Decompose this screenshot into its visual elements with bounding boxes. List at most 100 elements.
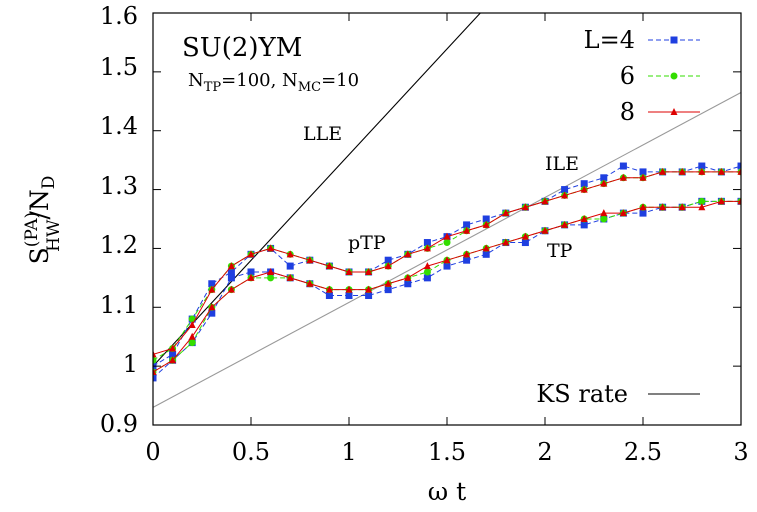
y-tick-labels: 0.9 1 1.1 1.2 1.3 1.4 1.5 1.6 — [100, 2, 138, 438]
data-point — [365, 267, 373, 275]
tick-marks — [152, 12, 742, 426]
subtitle-ntp-val: =100, N — [221, 70, 298, 91]
data-point — [286, 262, 294, 270]
x-axis-title: ω t — [428, 477, 466, 506]
data-point — [521, 232, 529, 240]
data-point — [404, 250, 412, 258]
data-point — [267, 267, 275, 275]
data-point — [227, 268, 235, 276]
data-point — [286, 273, 294, 281]
legend-label-l6: 6 — [620, 62, 635, 90]
data-point — [463, 221, 471, 229]
data-point — [443, 262, 451, 270]
data-point — [208, 280, 216, 288]
data-point — [423, 244, 431, 252]
data-point — [717, 167, 725, 175]
data-point — [619, 173, 627, 181]
y-axis-title-slash: /N — [25, 189, 54, 219]
data-point — [561, 186, 569, 194]
data-point — [325, 292, 333, 300]
subtitle-ntp-sub: TP — [204, 80, 222, 95]
data-point — [541, 226, 549, 234]
data-point — [639, 173, 647, 181]
y-tick-label: 0.9 — [100, 410, 138, 438]
legend: L=4 6 8 KS rate — [536, 26, 700, 408]
chart-title: SU(2)YM — [182, 33, 302, 63]
data-point — [227, 274, 235, 282]
data-point — [153, 356, 157, 364]
series-line — [153, 200, 741, 373]
data-point — [423, 274, 431, 282]
reference-lines — [153, 13, 741, 408]
reference-line-ile — [153, 91, 741, 408]
data-point — [698, 203, 706, 211]
data-point — [188, 339, 196, 347]
data-point — [169, 356, 177, 364]
y-axis-title: S(PA) HW/ND — [22, 176, 64, 265]
data-point — [423, 262, 431, 270]
series-line — [153, 200, 741, 379]
data-point — [717, 197, 725, 205]
data-point — [404, 273, 412, 281]
data-point — [384, 256, 392, 264]
y-axis-title-main: S — [25, 247, 54, 264]
data-point — [345, 285, 353, 293]
series-tp-5 — [153, 197, 741, 376]
y-axis-title-sub: HW — [44, 219, 64, 252]
x-tick-labels: 0 0.5 1 1.5 2 2.5 3 — [145, 438, 748, 466]
annotation-ile: ILE — [545, 153, 579, 175]
x-tick-label: 2.5 — [624, 438, 662, 466]
data-point — [600, 215, 608, 223]
data-point — [659, 167, 667, 175]
x-tick-label: 2 — [537, 438, 552, 466]
y-tick-label: 1.2 — [100, 231, 138, 259]
data-point — [619, 209, 627, 217]
x-tick-label: 1.5 — [428, 438, 466, 466]
data-point — [541, 197, 549, 205]
data-point — [345, 292, 353, 300]
data-point — [227, 285, 235, 293]
data-point — [267, 274, 275, 282]
legend-label-ks: KS rate — [536, 380, 628, 408]
data-point — [169, 350, 177, 358]
data-point — [600, 179, 608, 187]
data-point — [463, 226, 471, 234]
x-tick-label: 1 — [341, 438, 356, 466]
data-point — [463, 250, 471, 258]
y-tick-label: 1.5 — [100, 53, 138, 81]
annotation-tp: TP — [547, 240, 573, 262]
subtitle-nmc-sub: MC — [298, 80, 321, 95]
data-point — [600, 174, 608, 182]
legend-swatches — [648, 36, 700, 395]
data-point — [521, 203, 529, 211]
data-point — [698, 167, 706, 175]
data-point — [737, 197, 741, 205]
y-tick-label: 1.6 — [100, 2, 138, 30]
data-point — [384, 279, 392, 287]
y-axis-title-sup: (PA) — [22, 212, 42, 247]
reference-line-lle — [153, 13, 481, 367]
data-point — [502, 209, 510, 217]
data-point — [153, 350, 157, 358]
data-point — [580, 180, 588, 188]
y-axis-title-sub2: D — [39, 176, 59, 190]
data-point — [443, 239, 451, 247]
data-point — [247, 273, 255, 281]
data-point — [482, 250, 490, 258]
data-point — [659, 203, 667, 211]
data-point — [325, 285, 333, 293]
data-point — [325, 262, 333, 270]
data-point — [227, 262, 235, 270]
series-line — [153, 200, 741, 373]
data-point — [443, 256, 451, 264]
series-ptp-2 — [153, 167, 741, 358]
data-point — [247, 250, 255, 258]
data-point — [365, 292, 373, 300]
data-point — [639, 209, 647, 217]
subtitle-nmc-val: =10 — [321, 70, 359, 91]
data-point — [737, 162, 741, 170]
data-point — [153, 374, 157, 382]
data-point — [153, 368, 157, 376]
x-tick-label: 0.5 — [232, 438, 270, 466]
